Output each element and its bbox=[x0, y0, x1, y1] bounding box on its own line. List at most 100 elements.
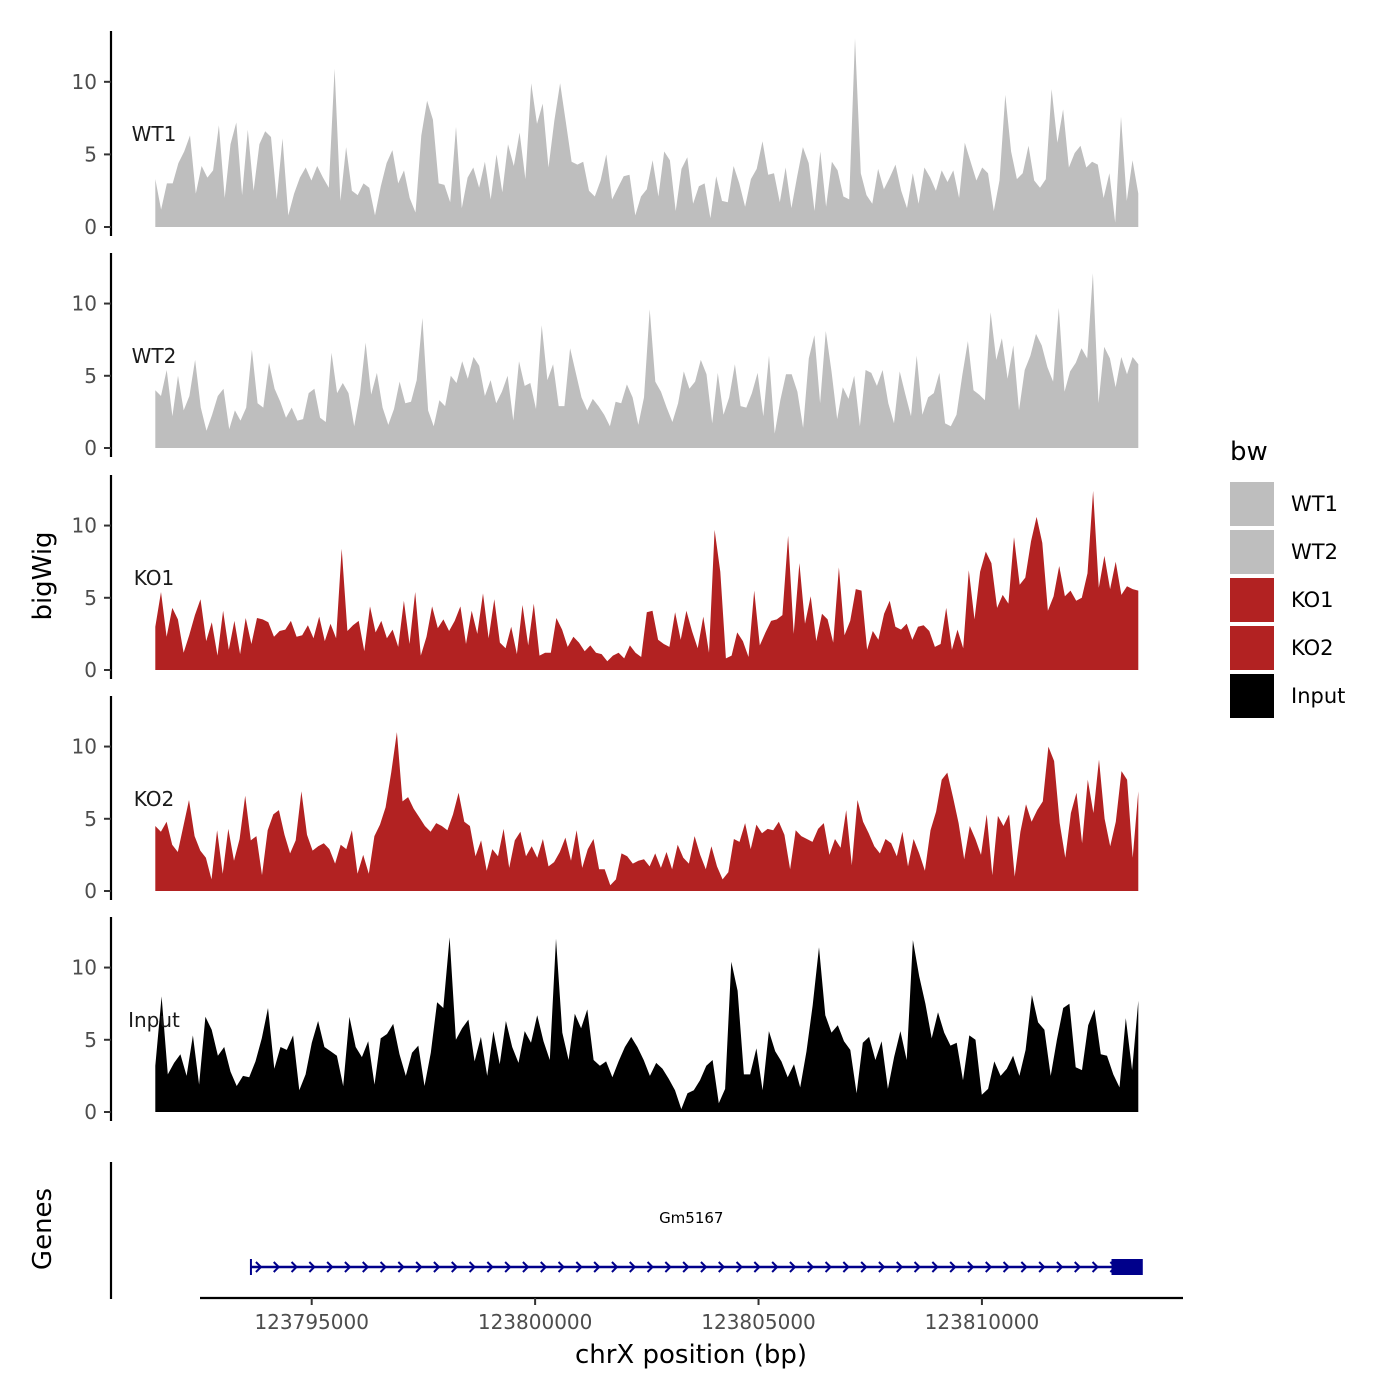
area-input bbox=[155, 937, 1139, 1112]
y-tick-label: 5 bbox=[84, 142, 97, 166]
strand-arrow bbox=[985, 1261, 993, 1273]
area-ko2 bbox=[155, 732, 1139, 891]
strand-arrow bbox=[522, 1261, 530, 1273]
strand-arrow bbox=[415, 1261, 423, 1273]
strand-arrow bbox=[789, 1261, 797, 1273]
strand-arrow bbox=[1056, 1261, 1064, 1273]
y-tick-label: 10 bbox=[72, 292, 97, 316]
strand-arrow bbox=[433, 1261, 441, 1273]
legend-label-wt1: WT1 bbox=[1291, 492, 1338, 516]
track-label: KO2 bbox=[134, 787, 175, 811]
track-ko1: 0 5 10 KO1 bbox=[72, 475, 1139, 682]
strand-arrow bbox=[1002, 1261, 1010, 1273]
strand-arrow bbox=[468, 1261, 476, 1273]
strand-arrow bbox=[878, 1261, 886, 1273]
x-tick-label: 123795000 bbox=[254, 1310, 369, 1334]
x-tick-label: 123800000 bbox=[478, 1310, 593, 1334]
y-tick-label: 5 bbox=[84, 1028, 97, 1052]
strand-arrow bbox=[931, 1261, 939, 1273]
strand-arrow bbox=[308, 1261, 316, 1273]
area-ko1 bbox=[155, 490, 1139, 670]
y-tick-label: 10 bbox=[72, 735, 97, 759]
area-wt1 bbox=[155, 38, 1139, 227]
strand-arrow bbox=[718, 1261, 726, 1273]
strand-arrow bbox=[700, 1261, 708, 1273]
strand-arrow bbox=[504, 1261, 512, 1273]
track-input: 0 5 10 Input bbox=[72, 917, 1139, 1124]
strand-arrow bbox=[362, 1261, 370, 1273]
x-tick-label: 123810000 bbox=[925, 1310, 1040, 1334]
strand-arrow bbox=[824, 1261, 832, 1273]
strand-arrow bbox=[557, 1261, 565, 1273]
track-label: WT2 bbox=[132, 344, 177, 368]
legend-label-wt2: WT2 bbox=[1291, 540, 1338, 564]
legend-key-wt2 bbox=[1230, 530, 1274, 574]
strand-arrow bbox=[913, 1261, 921, 1273]
track-label: Input bbox=[128, 1008, 180, 1032]
signal-tracks: 0 5 10 WT1 0 5 10 WT2 0 5 10 KO1 0 5 10 KO2 0 5 10 Input bbox=[72, 31, 1139, 1124]
x-tick-label: 123805000 bbox=[701, 1310, 816, 1334]
strand-arrow bbox=[593, 1261, 601, 1273]
y-tick-label: 10 bbox=[72, 956, 97, 980]
strand-arrow bbox=[664, 1261, 672, 1273]
strand-arrow bbox=[1091, 1261, 1099, 1273]
strand-arrow bbox=[397, 1261, 405, 1273]
strand-arrow bbox=[967, 1261, 975, 1273]
strand-arrow bbox=[290, 1261, 298, 1273]
strand-arrow bbox=[629, 1261, 637, 1273]
strand-arrow bbox=[575, 1261, 583, 1273]
y-axis-title: bigWig bbox=[28, 531, 58, 620]
strand-arrow bbox=[682, 1261, 690, 1273]
legend-key-input bbox=[1230, 674, 1274, 718]
track-label: WT1 bbox=[132, 122, 177, 146]
strand-arrow bbox=[735, 1261, 743, 1273]
strand-arrow bbox=[451, 1261, 459, 1273]
y-tick-label: 10 bbox=[72, 70, 97, 94]
strand-arrow bbox=[273, 1261, 281, 1273]
strand-arrow bbox=[1038, 1261, 1046, 1273]
y-tick-label: 0 bbox=[84, 658, 97, 682]
track-wt1: 0 5 10 WT1 bbox=[72, 31, 1139, 239]
y-tick-label: 10 bbox=[72, 514, 97, 538]
strand-arrow bbox=[486, 1261, 494, 1273]
strand-arrow bbox=[753, 1261, 761, 1273]
strand-arrow bbox=[344, 1261, 352, 1273]
track-ko2: 0 5 10 KO2 bbox=[72, 696, 1139, 903]
legend-title: bw bbox=[1230, 437, 1268, 467]
y-tick-label: 5 bbox=[84, 364, 97, 388]
y-tick-label: 5 bbox=[84, 807, 97, 831]
strand-arrow bbox=[860, 1261, 868, 1273]
track-wt2: 0 5 10 WT2 bbox=[72, 253, 1139, 460]
gene-gm5167: Gm5167 bbox=[249, 1209, 1143, 1275]
strand-arrow bbox=[896, 1261, 904, 1273]
legend-key-ko1 bbox=[1230, 578, 1274, 622]
legend-label-ko1: KO1 bbox=[1291, 588, 1334, 612]
strand-arrow bbox=[540, 1261, 548, 1273]
legend-key-ko2 bbox=[1230, 626, 1274, 670]
legend-label-ko2: KO2 bbox=[1291, 636, 1334, 660]
strand-arrow bbox=[255, 1261, 263, 1273]
legend-label-input: Input bbox=[1291, 684, 1345, 708]
area-wt2 bbox=[155, 273, 1139, 448]
strand-arrow bbox=[326, 1261, 334, 1273]
y-tick-label: 0 bbox=[84, 879, 97, 903]
gene-panel: Genes Gm5167 bbox=[28, 1162, 1143, 1299]
strand-arrow bbox=[379, 1261, 387, 1273]
y-tick-label: 0 bbox=[84, 215, 97, 239]
strand-arrow bbox=[1074, 1261, 1082, 1273]
y-tick-label: 0 bbox=[84, 436, 97, 460]
strand-arrow bbox=[949, 1261, 957, 1273]
x-axis: 123795000 123800000 123805000 123810000 bbox=[200, 1296, 1183, 1334]
gene-panel-title: Genes bbox=[28, 1188, 58, 1270]
x-axis-title: chrX position (bp) bbox=[575, 1340, 807, 1370]
legend: bw WT1 WT2 KO1 KO2 Input bbox=[1230, 437, 1345, 718]
y-tick-label: 0 bbox=[84, 1100, 97, 1124]
track-label: KO1 bbox=[134, 566, 175, 590]
legend-key-wt1 bbox=[1230, 482, 1274, 526]
strand-arrow bbox=[807, 1261, 815, 1273]
strand-arrow bbox=[842, 1261, 850, 1273]
strand-arrow bbox=[646, 1261, 654, 1273]
gene-exon bbox=[1111, 1259, 1143, 1275]
strand-arrow bbox=[611, 1261, 619, 1273]
